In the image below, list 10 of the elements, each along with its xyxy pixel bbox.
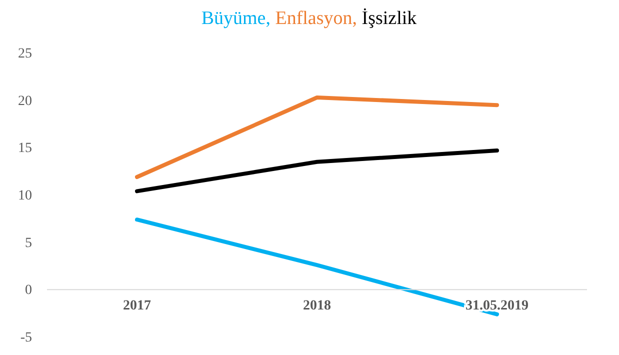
x-tick-label: 2017 — [123, 298, 151, 314]
y-tick-label: 5 — [25, 236, 32, 251]
x-tick-label: 2018 — [303, 298, 331, 314]
y-tick-label: 25 — [18, 46, 32, 62]
y-tick-label: 10 — [18, 188, 32, 204]
y-tick-label: 15 — [18, 141, 32, 156]
y-tick-label: -5 — [20, 330, 32, 346]
chart-title: Büyüme, Enflasyon, İşsizlik — [201, 8, 418, 29]
y-tick-label: 0 — [25, 283, 32, 298]
y-tick-label: 20 — [18, 94, 32, 109]
